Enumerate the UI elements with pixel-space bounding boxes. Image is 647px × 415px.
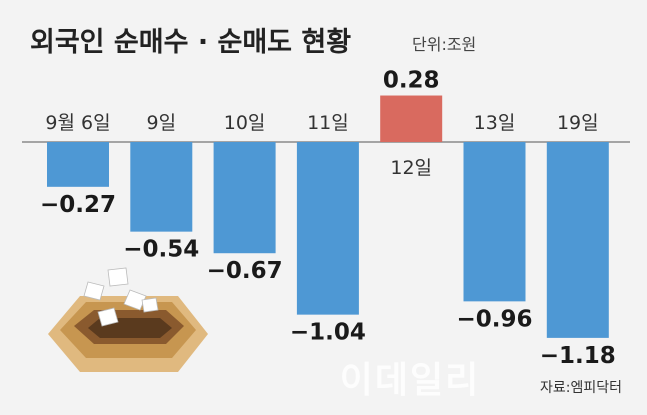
category-label-6: 19일 <box>557 112 599 134</box>
source-label: 자료:엠피닥터 <box>540 380 622 396</box>
bar-6 <box>546 142 609 338</box>
value-label-5: −0.96 <box>456 306 532 332</box>
value-label-4: 0.28 <box>383 68 440 94</box>
category-label-3: 11일 <box>307 112 349 134</box>
bar-4 <box>380 95 443 142</box>
watermark-logo: 이데일리 <box>340 360 480 401</box>
chart-title: 외국인 순매수 · 순매도 현황 <box>30 27 351 58</box>
category-label-1: 9일 <box>147 112 177 134</box>
bar-3 <box>296 142 359 315</box>
value-label-6: −1.18 <box>540 343 616 369</box>
category-label-4: 12일 <box>390 157 432 179</box>
category-label-5: 13일 <box>474 112 516 134</box>
category-label-0: 9월 6일 <box>45 112 110 134</box>
value-label-3: −1.04 <box>290 320 366 346</box>
unit-label: 단위:조원 <box>412 35 476 54</box>
category-label-2: 10일 <box>224 112 266 134</box>
ballot-box-illustration <box>48 267 208 372</box>
value-label-2: −0.67 <box>207 258 283 284</box>
bar-group: 9월 6일 −0.27 9일 −0.54 10일 −0.67 11일 −1.04 12일 0.28… <box>40 68 616 369</box>
value-label-1: −0.54 <box>123 237 199 263</box>
bar-2 <box>213 142 276 254</box>
bar-0 <box>47 142 109 187</box>
bar-1 <box>130 142 193 232</box>
value-label-0: −0.27 <box>40 192 116 218</box>
bar-5 <box>463 142 526 302</box>
